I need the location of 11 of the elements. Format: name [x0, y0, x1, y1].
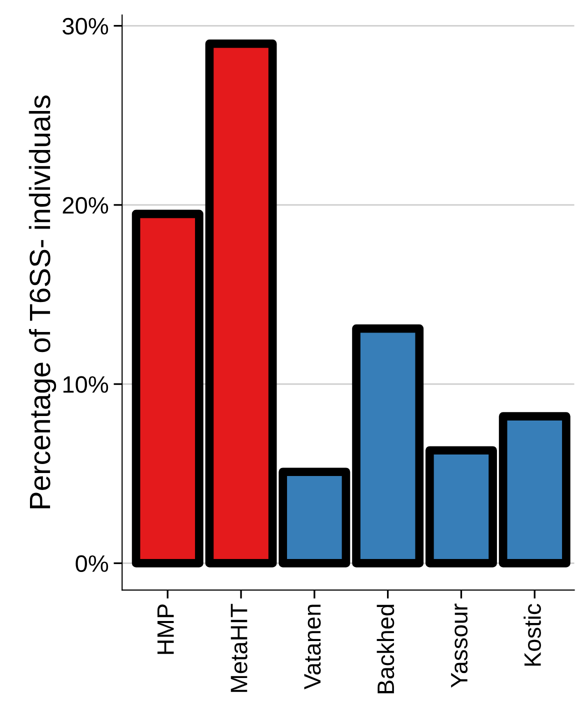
y-axis-title: Percentage of T6SS- individuals	[28, 96, 56, 508]
y-tick-label: 30%	[62, 18, 108, 35]
y-tick-label: 0%	[76, 555, 108, 572]
y-tick-label: 10%	[63, 376, 108, 393]
x-tick-label: MetaHIT	[230, 604, 248, 692]
x-tick-label: Kostic	[524, 604, 541, 666]
x-tick-label: Yassour	[451, 604, 468, 688]
x-tick-label: HMP	[157, 604, 174, 654]
y-tick-label: 20%	[62, 197, 108, 214]
x-tick-label: Backhed	[376, 604, 394, 694]
x-tick-label: Vatanen	[304, 604, 321, 690]
